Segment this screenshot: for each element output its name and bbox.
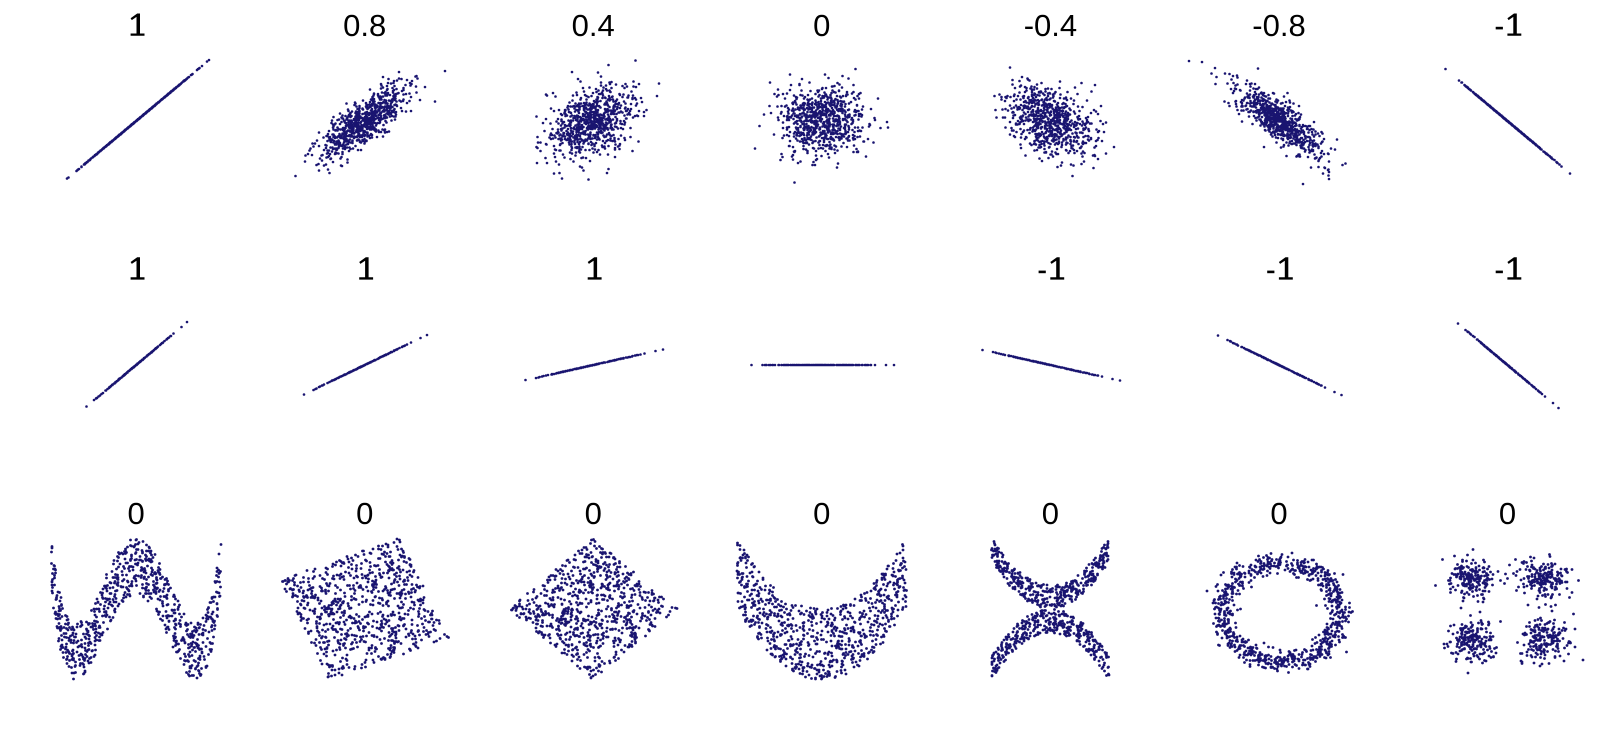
svg-text:-0.8: -0.8 (1252, 8, 1305, 43)
svg-text:0.8: 0.8 (343, 8, 386, 43)
svg-text:0: 0 (1499, 496, 1516, 531)
svg-text:0: 0 (813, 8, 830, 43)
svg-text:0: 0 (1042, 496, 1059, 531)
svg-text:-0.4: -0.4 (1024, 8, 1077, 43)
svg-text:0: 0 (1270, 496, 1287, 531)
svg-text:0: 0 (127, 496, 144, 531)
svg-text:0: 0 (356, 496, 373, 531)
svg-text:0: 0 (813, 496, 830, 531)
svg-text:0.4: 0.4 (572, 8, 615, 43)
svg-text:0: 0 (585, 496, 602, 531)
